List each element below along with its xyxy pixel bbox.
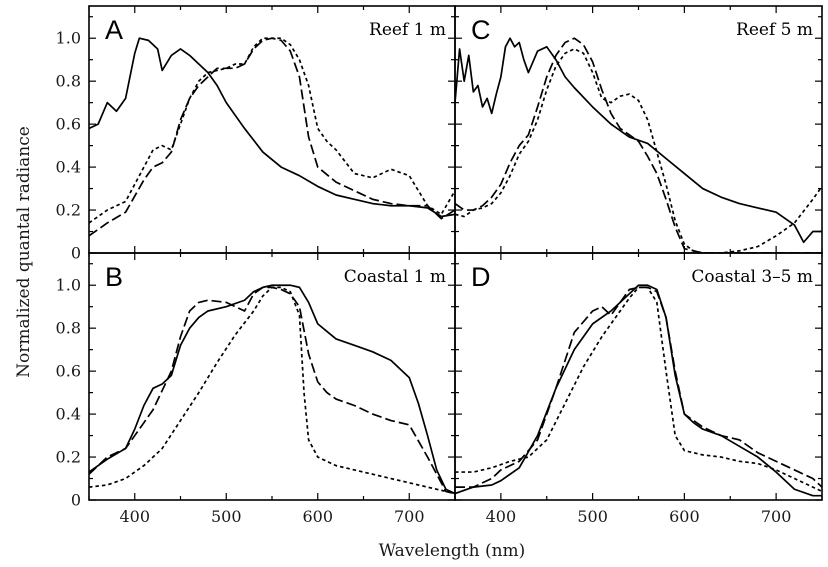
series-line-solid: [89, 37, 455, 218]
x-tick-label: 400: [119, 507, 150, 526]
panel-frame: [88, 5, 456, 254]
series-group: [89, 37, 455, 237]
y-axis-label: Normalized quantal radiance: [14, 126, 34, 378]
panel-letter: D: [471, 262, 491, 292]
x-tick-label: 500: [577, 507, 608, 526]
y-tick-label: 0.6: [56, 115, 81, 134]
panel-b: 0 0.2 0.4 0.6 0.8 1.0 400 500 600 700 B Coastal 1 m: [56, 252, 456, 526]
series-group: [455, 37, 822, 253]
series-line-dashed: [455, 286, 822, 488]
panel-title: Coastal 3–5 m: [691, 267, 813, 287]
panel-letter: B: [105, 262, 123, 292]
series-line-dotted: [89, 286, 455, 495]
panel-title: Reef 1 m: [369, 20, 446, 40]
panel-title: Coastal 1 m: [344, 267, 446, 287]
y-tick-label: 0: [71, 491, 81, 510]
series-line-dashed: [89, 37, 455, 237]
y-tick-label: 0.8: [56, 72, 81, 91]
series-line-dashed: [455, 37, 822, 253]
panel-frame: [88, 252, 456, 501]
x-tick-label: 400: [486, 507, 517, 526]
series-line-solid: [455, 284, 822, 497]
x-tick-label: 700: [394, 507, 425, 526]
panel-frame: [454, 252, 823, 501]
series-line-dotted: [89, 37, 455, 224]
x-tick-label: 600: [302, 507, 333, 526]
y-tick-label: 0: [71, 244, 81, 263]
panel-title: Reef 5 m: [736, 20, 813, 40]
panel-letter: A: [105, 15, 123, 45]
series-line-dotted: [455, 286, 822, 493]
y-tick-label: 1.0: [56, 29, 81, 48]
x-axis-label: Wavelength (nm): [379, 541, 526, 561]
panel-letter: C: [471, 15, 491, 45]
x-tick-label: 700: [761, 507, 792, 526]
y-tick-label: 0.2: [56, 201, 81, 220]
y-tick-label: 0.2: [56, 448, 81, 467]
y-tick-label: 0.8: [56, 319, 81, 338]
series-line-solid: [89, 284, 455, 495]
series-line-dashed: [89, 286, 455, 495]
x-tick-label: 600: [669, 507, 700, 526]
panel-frame: [454, 5, 823, 254]
y-tick-label: 0.4: [56, 405, 81, 424]
panel-d: 400 500 600 700 D Coastal 3–5 m: [454, 252, 823, 526]
series-line-dotted: [455, 48, 822, 253]
panel-c: C Reef 5 m: [454, 5, 823, 254]
series-group: [455, 284, 822, 497]
y-tick-label: 1.0: [56, 276, 81, 295]
panel-a: 0 0.2 0.4 0.6 0.8 1.0 A Reef 1 m: [56, 5, 456, 263]
y-tick-label: 0.4: [56, 158, 81, 177]
series-group: [89, 284, 455, 495]
series-line-solid: [455, 37, 822, 244]
x-tick-label: 500: [211, 507, 242, 526]
y-tick-label: 0.6: [56, 362, 81, 381]
panels-group: 0 0.2 0.4 0.6 0.8 1.0 A Reef 1 m C Reef 5 m 0 0.2 0.…: [56, 5, 823, 526]
